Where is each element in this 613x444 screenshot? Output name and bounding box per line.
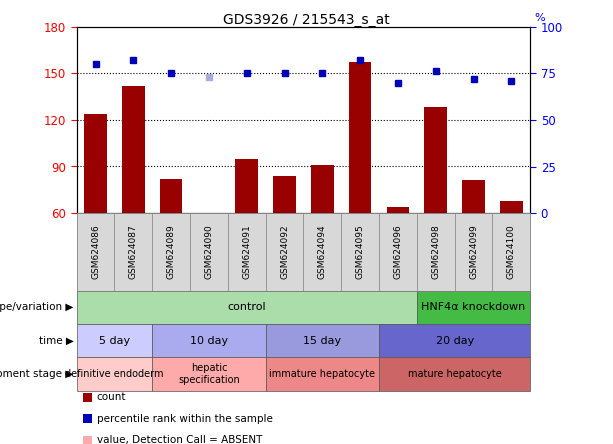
Text: 5 day: 5 day: [99, 336, 130, 346]
Text: GSM624089: GSM624089: [167, 225, 176, 279]
Bar: [349, 63, 371, 213]
Text: definitive endoderm: definitive endoderm: [65, 369, 164, 379]
Bar: [235, 159, 258, 213]
Text: HNF4α knockdown: HNF4α knockdown: [421, 302, 526, 313]
Text: GSM624098: GSM624098: [431, 225, 440, 279]
Text: control: control: [227, 302, 266, 313]
Text: 15 day: 15 day: [303, 336, 341, 346]
Text: GSM624086: GSM624086: [91, 225, 100, 279]
Bar: [500, 201, 523, 213]
Text: development stage ▶: development stage ▶: [0, 369, 74, 379]
Text: percentile rank within the sample: percentile rank within the sample: [97, 414, 273, 424]
Bar: [424, 107, 447, 213]
Bar: [311, 165, 333, 213]
Text: %: %: [535, 13, 546, 23]
Bar: [273, 176, 296, 213]
Text: time ▶: time ▶: [39, 336, 74, 346]
Bar: [84, 114, 107, 213]
Text: 20 day: 20 day: [435, 336, 474, 346]
Text: GSM624096: GSM624096: [394, 225, 403, 279]
Text: GSM624095: GSM624095: [356, 225, 365, 279]
Text: GSM624090: GSM624090: [204, 225, 213, 279]
Text: GSM624087: GSM624087: [129, 225, 138, 279]
Text: mature hepatocyte: mature hepatocyte: [408, 369, 501, 379]
Text: GSM624092: GSM624092: [280, 225, 289, 279]
Text: GSM624094: GSM624094: [318, 225, 327, 279]
Text: 10 day: 10 day: [190, 336, 228, 346]
Text: genotype/variation ▶: genotype/variation ▶: [0, 302, 74, 313]
Text: value, Detection Call = ABSENT: value, Detection Call = ABSENT: [97, 435, 262, 444]
Text: GDS3926 / 215543_s_at: GDS3926 / 215543_s_at: [223, 13, 390, 28]
Text: count: count: [97, 392, 126, 402]
Bar: [462, 181, 485, 213]
Text: hepatic
specification: hepatic specification: [178, 363, 240, 385]
Text: immature hepatocyte: immature hepatocyte: [269, 369, 375, 379]
Text: GSM624100: GSM624100: [507, 225, 516, 279]
Text: GSM624091: GSM624091: [242, 225, 251, 279]
Bar: [160, 179, 183, 213]
Bar: [122, 86, 145, 213]
Text: GSM624099: GSM624099: [469, 225, 478, 279]
Bar: [387, 207, 409, 213]
